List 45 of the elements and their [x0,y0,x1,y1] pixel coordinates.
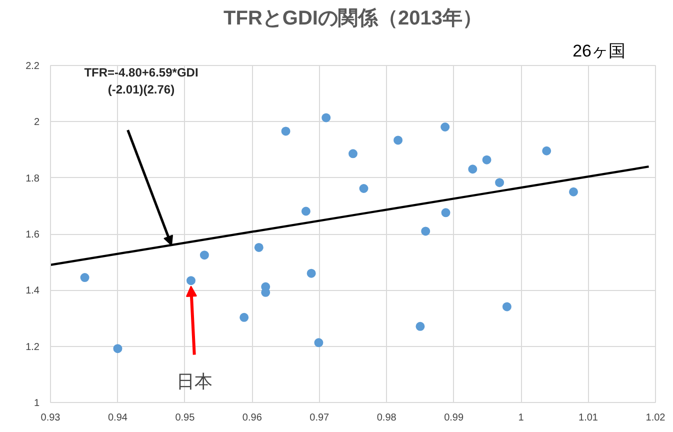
point [542,146,552,156]
point [200,250,209,260]
point [359,184,368,193]
point [113,344,122,354]
y-tick-label: 1 [34,398,40,409]
point [440,122,450,132]
point [80,273,90,282]
point [322,113,331,122]
x-tick-label: 0.95 [175,412,196,424]
x-tick-label: 1 [518,412,524,424]
x-tick-label: 0.94 [108,412,128,424]
point [306,268,316,278]
x-tick-label: 0.93 [40,412,61,424]
y-tick-label: 1.2 [26,342,40,353]
point [468,164,478,174]
point [348,149,358,158]
x-tick-label: 1.02 [646,412,666,424]
point [281,126,290,136]
y-tick-label: 2.2 [26,61,40,72]
point [240,312,249,322]
annotation: TFR=-4.80+6.59*GDI (-2.01)(2.76) [84,66,198,96]
point [314,338,324,348]
x-tick-label: 0.96 [242,412,262,424]
x-tick-label: 1.01 [578,412,598,424]
y-tick-label: 1.6 [26,230,40,240]
point [394,136,403,145]
point [568,187,578,196]
y-tick-label: 1.4 [26,286,40,297]
x-tick-label: 0.98 [376,412,397,424]
point [186,276,196,286]
text: 26ヶ国 [572,42,626,60]
point [254,242,264,252]
point [502,302,512,312]
point [301,206,310,216]
x-tick-label: 0.99 [444,412,464,424]
point [482,155,492,164]
chart-title: TFRとGDIの関係（2013年） [224,8,482,30]
annotation: 日本 [176,371,212,392]
point [416,322,425,331]
y-tick-label: 2 [34,117,40,128]
point [495,178,504,188]
x-tick-label: 0.97 [310,412,330,424]
point [421,226,430,236]
y-tick-label: 1.8 [26,173,40,184]
point [441,208,450,218]
